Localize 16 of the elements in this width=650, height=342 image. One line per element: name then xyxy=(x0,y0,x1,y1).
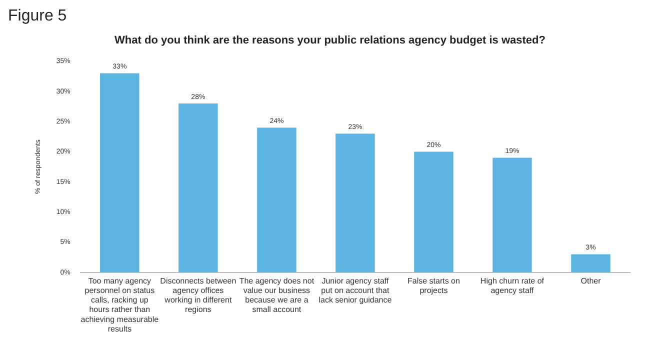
bar xyxy=(100,73,140,272)
chart-title: What do you think are the reasons your public relations agency budget is wasted? xyxy=(114,34,546,47)
bar xyxy=(336,134,375,272)
bar xyxy=(492,158,532,272)
bar xyxy=(571,254,610,272)
x-tick-label: Disconnects between agency offices working in different regions xyxy=(160,276,236,314)
caption: Figure 5 xyxy=(8,7,67,24)
x-tick-label: False starts on projects xyxy=(407,276,460,296)
x-tick-label: Junior agency staff put on account that lack senior guidance xyxy=(318,276,392,305)
x-tick-label: Too many agency personnel on status calls, racking up hours rather than achieving measurable results xyxy=(80,276,160,334)
x-tick-label: The agency does not value our business because we are a small account xyxy=(239,276,315,314)
x-tick-label: High churn rate of agency staff xyxy=(480,276,545,296)
x-tick-label: Other xyxy=(580,276,602,286)
bar xyxy=(414,152,454,272)
bar xyxy=(178,103,218,272)
bar xyxy=(257,128,296,272)
